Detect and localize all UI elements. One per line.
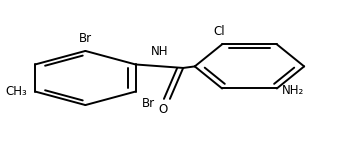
Text: O: O	[159, 103, 168, 116]
Text: NH: NH	[151, 45, 168, 58]
Text: CH₃: CH₃	[5, 85, 27, 98]
Text: Cl: Cl	[213, 25, 225, 38]
Text: NH₂: NH₂	[282, 84, 304, 97]
Text: Br: Br	[142, 97, 155, 110]
Text: Br: Br	[79, 32, 92, 45]
